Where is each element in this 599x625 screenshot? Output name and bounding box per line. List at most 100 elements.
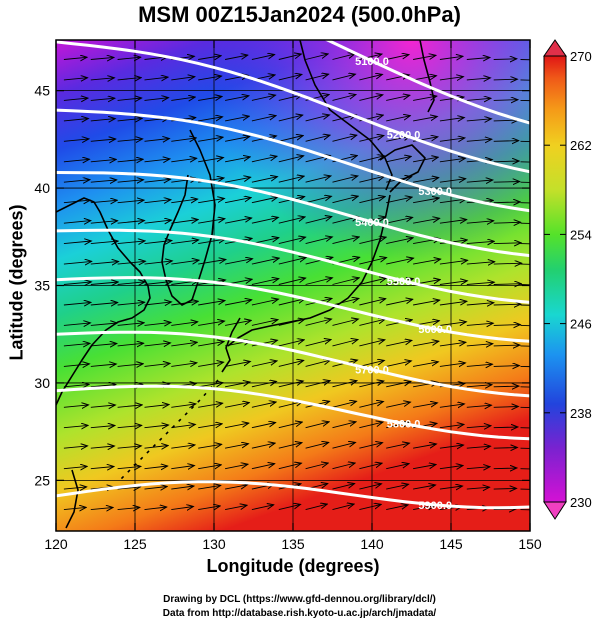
contour-label-5900.0: 5900.0 — [418, 500, 452, 512]
wind-arrow — [63, 302, 91, 305]
wind-arrow — [359, 402, 383, 408]
wind-arrow — [439, 179, 466, 183]
wind-arrow — [305, 442, 329, 449]
wind-arrow — [493, 304, 521, 305]
wind-arrow — [198, 506, 220, 510]
wind-arrow — [251, 258, 279, 265]
wind-arrow — [332, 442, 356, 449]
wind-arrow — [493, 366, 520, 367]
wind-arrow — [144, 139, 170, 142]
wind-arrow — [466, 405, 492, 407]
coast-korea — [161, 129, 216, 306]
wind-arrow — [493, 202, 521, 203]
credit-drawing: Drawing by DCL (https://www.gfd-dennou.o… — [163, 594, 436, 605]
wind-arrow — [144, 487, 168, 490]
wind-arrow — [171, 507, 193, 510]
wind-arrow — [413, 444, 436, 449]
wind-arrow — [413, 362, 438, 367]
wind-arrow — [63, 78, 88, 80]
wind-arrow — [386, 443, 409, 449]
wind-arrow — [413, 55, 436, 60]
wind-arrow — [332, 237, 360, 245]
wind-arrow — [63, 425, 88, 427]
wind-arrow — [144, 200, 171, 203]
wind-arrow — [251, 197, 278, 204]
wind-arrow — [359, 422, 383, 429]
wind-arrow — [198, 56, 221, 60]
wind-arrow — [117, 323, 145, 326]
wind-arrow — [90, 78, 115, 80]
wind-arrow — [466, 446, 491, 448]
wind-arrow — [251, 464, 275, 470]
wind-arrow — [413, 76, 436, 81]
wind-arrow — [278, 381, 304, 388]
wind-arrow — [439, 138, 465, 141]
wind-arrow — [144, 507, 167, 510]
wind-arrow — [251, 423, 276, 429]
wind-arrow — [386, 95, 410, 101]
wind-arrow — [144, 322, 171, 325]
colorbar: 270 262 254 246 238 230 — [543, 39, 592, 520]
wind-arrow — [278, 237, 306, 245]
wind-arrow — [439, 77, 464, 80]
plot-area: 5100.0 5200.0 5300.0 5400.0 5500.0 5600.0 5700… — [56, 40, 530, 531]
wind-arrow — [278, 156, 304, 163]
wind-arrow — [251, 95, 276, 101]
wind-arrow — [305, 196, 332, 204]
wind-arrow — [63, 384, 89, 386]
contour-line-5600.0 — [56, 276, 530, 343]
wind-arrow — [493, 79, 518, 80]
x-tick-label-120: 120 — [44, 536, 68, 552]
wind-arrow — [171, 158, 196, 162]
wind-arrow — [144, 179, 171, 182]
wind-arrow — [225, 116, 249, 122]
wind-arrow — [278, 504, 301, 511]
wind-arrow — [520, 427, 530, 429]
wind-arrow — [171, 220, 198, 224]
wind-arrow — [359, 443, 382, 449]
wind-arrow — [171, 363, 197, 367]
wind-arrow — [144, 98, 169, 101]
wind-arrow — [332, 135, 357, 142]
wind-arrow — [278, 115, 303, 122]
wind-arrow — [117, 507, 140, 509]
wind-arrow — [198, 97, 222, 101]
wind-arrow — [171, 342, 197, 346]
wind-arrow — [225, 464, 248, 470]
wind-arrow — [439, 56, 463, 59]
x-tick-label-130: 130 — [202, 536, 226, 552]
wind-arrow — [386, 258, 413, 265]
wind-arrow — [90, 159, 116, 161]
wind-arrow — [117, 282, 146, 285]
wind-arrow — [439, 322, 466, 326]
wind-arrow — [359, 484, 381, 490]
y-tick-label-30: 30 — [34, 375, 50, 391]
wind-arrow — [520, 509, 530, 511]
wind-arrow — [305, 237, 333, 245]
wind-arrow — [305, 463, 329, 470]
contour-label-5200.0: 5200.0 — [387, 130, 421, 142]
wind-arrow — [493, 325, 521, 326]
wind-arrow — [90, 385, 116, 387]
wind-arrow — [359, 463, 382, 470]
wind-arrow — [117, 139, 143, 141]
wind-arrow — [359, 54, 382, 60]
wind-arrow — [413, 96, 437, 101]
wind-arrow — [278, 443, 302, 449]
wind-arrow — [413, 341, 439, 347]
wind-arrow — [386, 340, 412, 347]
wind-arrow — [117, 487, 141, 489]
wind-arrow — [386, 402, 410, 408]
wind-arrow — [386, 279, 413, 285]
wind-arrow — [251, 177, 278, 183]
wind-arrow — [144, 446, 169, 449]
contour-label-5800.0: 5800.0 — [387, 418, 421, 430]
wind-arrow — [493, 222, 521, 223]
wind-arrow — [466, 385, 492, 387]
wind-arrow — [171, 404, 196, 407]
wind-arrow — [466, 323, 494, 325]
wind-arrow — [520, 324, 530, 327]
wind-arrow — [225, 137, 250, 142]
wind-arrow — [493, 448, 518, 449]
